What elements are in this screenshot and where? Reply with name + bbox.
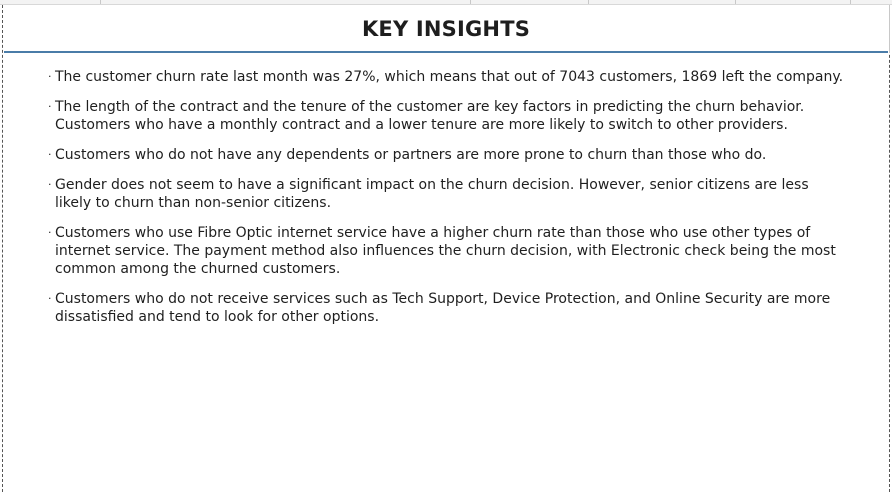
insight-text: The customer churn rate last month was 2… <box>55 69 844 85</box>
page-title: KEY INSIGHTS <box>361 16 531 41</box>
table-header-strip <box>0 0 892 5</box>
bullet-icon: · <box>48 100 52 113</box>
insight-item-gender-senior: · Gender does not seem to have a signifi… <box>48 176 848 212</box>
bullet-icon: · <box>48 226 52 239</box>
insight-item-churn-rate: · The customer churn rate last month was… <box>48 68 848 86</box>
bullet-icon: · <box>48 70 52 83</box>
insight-text: Customers who use Fibre Optic internet s… <box>55 225 836 277</box>
insight-text: The length of the contract and the tenur… <box>55 99 805 133</box>
visual-border-left <box>2 5 3 492</box>
insight-item-dependents: · Customers who do not have any dependen… <box>48 146 848 164</box>
insights-header: KEY INSIGHTS <box>4 6 888 51</box>
insight-text: Customers who do not have any dependents… <box>55 147 767 163</box>
visual-border-right-top <box>889 5 890 53</box>
insight-item-contract-tenure: · The length of the contract and the ten… <box>48 98 848 134</box>
insight-item-services: · Customers who do not receive services … <box>48 290 848 326</box>
insight-text: Gender does not seem to have a significa… <box>55 177 809 211</box>
insights-list: · The customer churn rate last month was… <box>48 68 848 338</box>
bullet-icon: · <box>48 292 52 305</box>
bullet-icon: · <box>48 178 52 191</box>
bullet-icon: · <box>48 148 52 161</box>
visual-border-right <box>889 5 890 492</box>
header-divider <box>4 51 888 53</box>
insight-item-internet-payment: · Customers who use Fibre Optic internet… <box>48 224 848 278</box>
insight-text: Customers who do not receive services su… <box>55 291 831 325</box>
